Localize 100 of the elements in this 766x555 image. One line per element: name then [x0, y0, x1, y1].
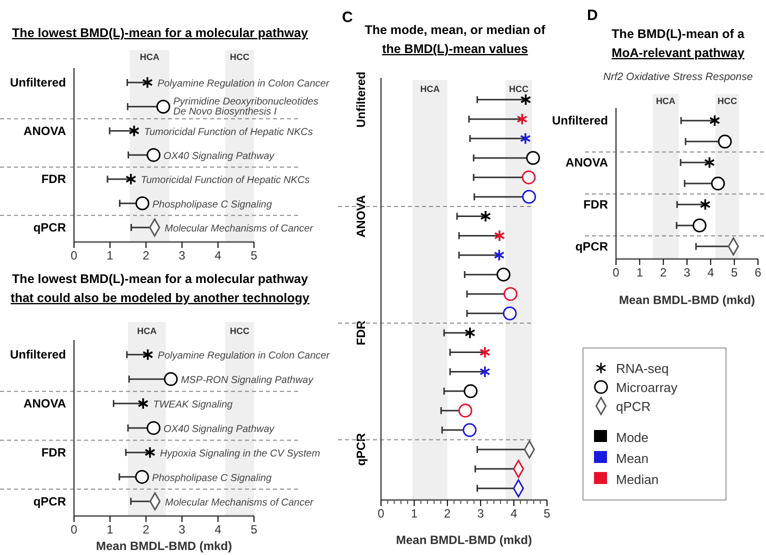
x-tick-label: 0: [70, 522, 78, 537]
point: [135, 196, 150, 210]
x-tick-label: 2: [142, 522, 150, 537]
data-label: Pyrimidine Deoxyribonucleotides De Novo Biosynthesis I: [173, 96, 318, 118]
point: [516, 112, 528, 126]
point: [522, 190, 536, 204]
point: [494, 230, 505, 242]
point: [526, 151, 540, 165]
x-tick-label: 5: [544, 506, 551, 521]
text: Mode: [616, 430, 649, 445]
chart-title: The lowest BMD(L)-mean for a molecular pathway that could also be modeled by another technology: [10, 272, 310, 305]
band-label: HCC: [717, 96, 738, 106]
legend-label: RNA-seq: [616, 361, 669, 376]
point: [146, 421, 160, 435]
data-label: Polyamine Regulation in Colon Cancer: [158, 350, 330, 362]
point: [142, 348, 154, 361]
y-tick-label: qPCR: [33, 494, 66, 508]
x-tick-label: 3: [684, 266, 691, 280]
data-label: TWEAK Signaling: [153, 400, 234, 411]
x-tick-label: 4: [510, 506, 518, 521]
legend-label: qPCR: [616, 399, 651, 414]
data-label: Molecular Mechanisms of Cancer: [165, 497, 314, 508]
point: [156, 100, 170, 114]
x-axis-title: Mean BMDL-BMD (mkd): [96, 539, 232, 553]
x-tick-label: 2: [444, 506, 452, 521]
text: C: [342, 9, 353, 26]
x-tick-label: 2: [660, 266, 667, 280]
y-tick-label: ANOVA: [24, 124, 66, 138]
y-tick-label: Unfiltered: [552, 114, 608, 128]
band-label: HCA: [137, 326, 158, 336]
x-tick-label: 4: [707, 266, 714, 280]
chart-subtitle: Nrf2 Oxidative Stress Response: [603, 71, 753, 83]
x-tick-label: 0: [70, 248, 78, 263]
y-tick-label: FDR: [583, 197, 608, 212]
x-tick-label: 3: [178, 522, 186, 537]
point: [462, 423, 477, 437]
chart-title: The lowest BMD(L)-mean for a molecular pathway: [12, 26, 308, 40]
point: [520, 94, 532, 106]
x-axis-title: Mean BMDL-BMD (mkd): [396, 533, 532, 547]
point: [142, 76, 153, 89]
point: [494, 248, 505, 262]
point: [146, 148, 160, 162]
y-tick-label: Unfiltered: [10, 348, 66, 362]
x-tick-label: 3: [178, 248, 186, 263]
x-tick-label: 6: [754, 266, 762, 280]
data-label: Tumoricidal Function of Hepatic NKCs: [144, 126, 313, 138]
data-label: Hypoxia Signaling in the CV System: [160, 448, 320, 460]
point: [135, 470, 149, 484]
x-tick-label: 5: [250, 522, 258, 537]
x-tick-label: 1: [106, 248, 114, 263]
data-label: Tumoricidal Function of Hepatic NKCs: [140, 175, 310, 186]
band-label: HCC: [509, 84, 530, 94]
x-tick-label: 0: [612, 266, 620, 280]
y-tick-label: qPCR: [33, 220, 66, 234]
data-label: Phospholipase C Signaling: [152, 199, 272, 210]
point: [502, 306, 517, 320]
y-tick-label: Unfiltered: [354, 72, 368, 128]
band-label: HCC: [230, 52, 250, 62]
x-tick-label: 1: [636, 266, 644, 280]
point: [479, 346, 490, 358]
band-label: HCC: [230, 326, 250, 336]
point: [480, 210, 492, 222]
data-label: OX40 Signaling Pathway: [164, 151, 276, 162]
x-axis-title: Mean BMDL-BMD (mkd): [619, 293, 755, 307]
chart-title: The BMD(L)-mean of a MoA-relevant pathway: [612, 27, 746, 60]
y-tick-label: ANOVA: [354, 194, 368, 238]
x-tick-label: 4: [214, 248, 222, 263]
legend-label: Microarray: [616, 380, 678, 395]
y-tick-label: Unfiltered: [10, 76, 66, 90]
data-label: OX40 Signaling Pathway: [164, 424, 276, 435]
y-tick-label: ANOVA: [566, 156, 608, 170]
x-tick-label: 4: [214, 522, 222, 537]
point: [520, 132, 531, 145]
point: [128, 124, 140, 137]
data-label: Polyamine Regulation in Colon Cancer: [157, 78, 330, 90]
chart-title: The mode, mean, or median of the BMD(L)-mean values: [364, 23, 546, 56]
band-label: HCA: [656, 96, 676, 106]
data-label: MSP-RON Signaling Pathway: [180, 375, 314, 386]
point: [144, 446, 156, 459]
y-tick-label: FDR: [41, 172, 66, 186]
text: Median: [616, 472, 659, 487]
y-tick-label: FDR: [354, 320, 368, 346]
point: [138, 397, 149, 410]
x-tick-label: 1: [106, 522, 114, 537]
y-tick-label: FDR: [41, 445, 66, 460]
point: [125, 173, 136, 186]
point: [711, 176, 725, 190]
point: [718, 134, 732, 148]
x-tick-label: 1: [410, 506, 418, 521]
band-label: HCA: [420, 84, 440, 94]
point: [522, 170, 536, 184]
text: Mean: [616, 451, 649, 466]
point: [704, 156, 715, 169]
point: [496, 268, 510, 282]
y-tick-label: qPCR: [354, 432, 368, 466]
x-tick-label: 3: [477, 506, 484, 521]
x-tick-label: 5: [730, 266, 738, 280]
point: [504, 287, 518, 301]
text: D: [587, 7, 598, 24]
y-tick-label: qPCR: [575, 239, 608, 254]
